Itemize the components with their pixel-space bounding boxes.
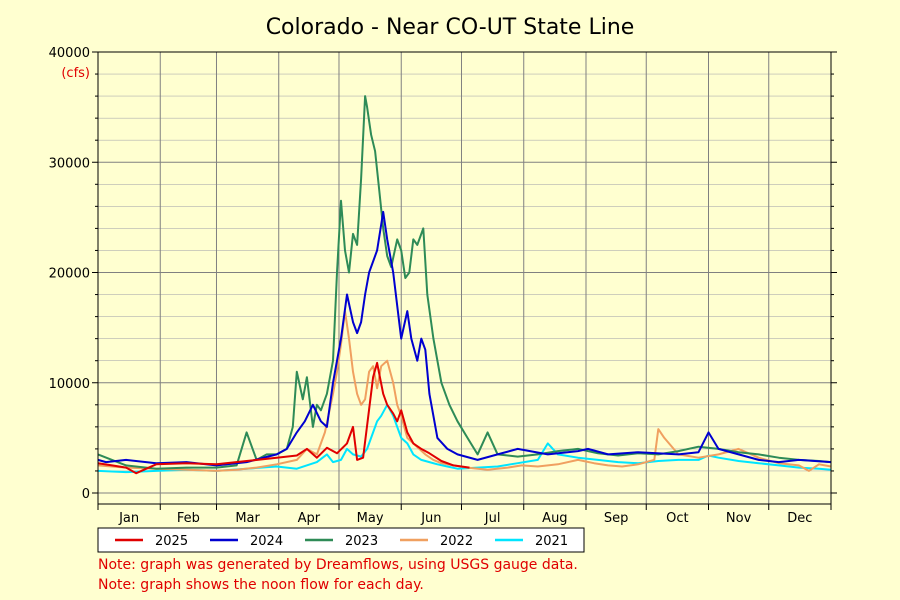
x-tick-label: Jun (420, 511, 441, 526)
x-tick-label: Mar (235, 511, 260, 526)
x-tick-label: Sep (604, 511, 629, 526)
legend-label-2025: 2025 (155, 534, 188, 549)
note-source: Note: graph was generated by Dreamflows,… (98, 557, 578, 573)
y-tick-label: 10000 (49, 377, 90, 392)
legend-label-2023: 2023 (345, 534, 378, 549)
y-tick-label: 0 (82, 487, 90, 502)
series-line-2022 (97, 310, 832, 472)
legend-label-2022: 2022 (440, 534, 473, 549)
plot-border (97, 51, 832, 505)
legend-items: 2025 2024 2023 2022 2021 (115, 534, 568, 549)
x-axis: Jan Feb Mar Apr May Jun Jul Aug Sep Oct Nov Dec (97, 504, 832, 526)
y-axis: 0 10000 20000 30000 40000 (49, 46, 837, 502)
x-tick-label: Aug (542, 511, 567, 526)
grid-lines (97, 51, 832, 504)
y-axis-unit: (cfs) (61, 66, 90, 81)
note-noon-flow: Note: graph shows the noon flow for each… (98, 577, 424, 593)
x-tick-label: Feb (177, 511, 200, 526)
x-tick-label: Oct (666, 511, 688, 526)
series-lines (97, 95, 832, 475)
x-tick-label: Jan (118, 511, 139, 526)
legend-label-2021: 2021 (535, 534, 568, 549)
legend (97, 527, 585, 553)
series-line-2025 (97, 361, 470, 475)
series-line-2024 (97, 210, 832, 467)
x-tick-label: Dec (787, 511, 812, 526)
x-tick-label: Jul (484, 511, 501, 526)
y-tick-label: 40000 (49, 46, 90, 61)
x-tick-label: Apr (298, 511, 321, 526)
plot-area (98, 52, 831, 504)
y-tick-label: 30000 (49, 156, 90, 171)
legend-label-2024: 2024 (250, 534, 283, 549)
series-line-2021 (97, 403, 832, 474)
x-tick-label: May (357, 511, 384, 526)
series-line-2023 (97, 95, 832, 470)
x-tick-label: Nov (726, 511, 752, 526)
y-tick-label: 20000 (49, 267, 90, 282)
chart-title: Colorado - Near CO-UT State Line (266, 15, 635, 40)
